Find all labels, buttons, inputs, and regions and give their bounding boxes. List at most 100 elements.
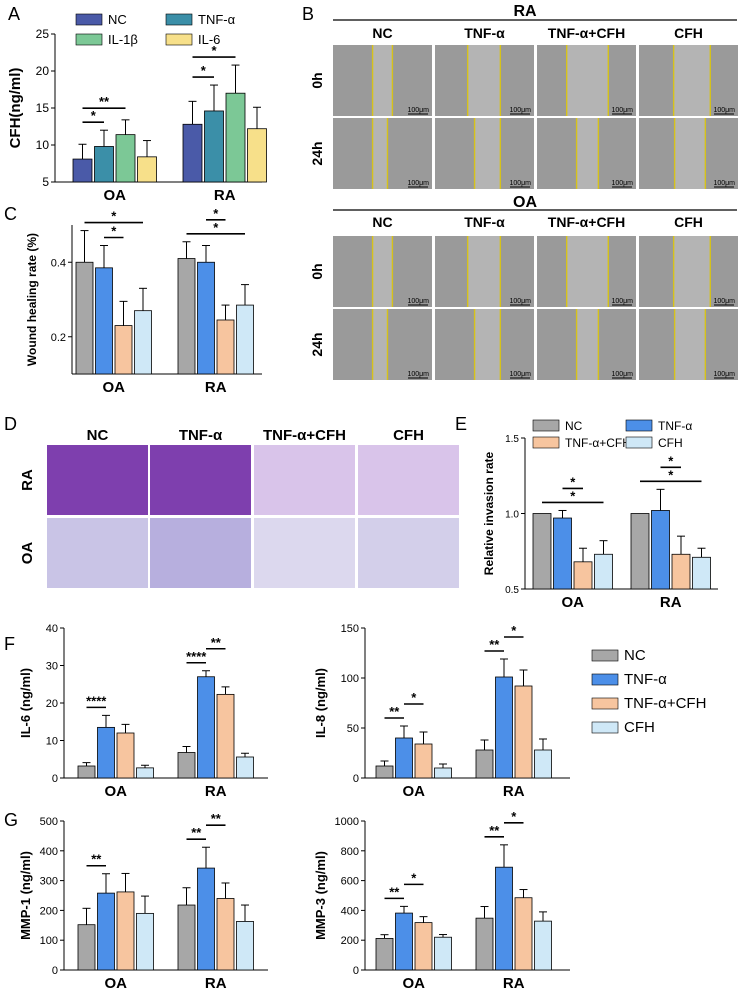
y-axis-label: Wound healing rate (%) [25, 233, 39, 366]
bar-oa-2 [414, 743, 433, 779]
bar-ra-2 [216, 319, 235, 375]
y-tick-label: 0 [353, 965, 359, 977]
wound-gap [576, 118, 599, 189]
bar-ra-1 [651, 510, 670, 590]
bar-ra-2 [671, 553, 691, 590]
wound-gap [372, 236, 393, 307]
bar-oa-1 [395, 737, 413, 779]
panel-letter-b: B [302, 4, 314, 24]
panel-letter-c: C [4, 204, 17, 224]
wound-gap [372, 309, 388, 380]
bar-ra-0 [630, 513, 650, 590]
y-tick-label: 50 [347, 723, 359, 735]
x-category-label: RA [205, 379, 227, 396]
bar-ra-2 [514, 897, 533, 971]
micrograph-tile [47, 518, 148, 588]
bar-oa-2 [116, 732, 135, 779]
bar-oa-0 [532, 513, 552, 590]
column-header: NC [87, 427, 109, 444]
row-label: RA [19, 469, 36, 491]
column-header: TNF-α [464, 25, 505, 41]
legend-swatch [625, 419, 653, 432]
wound-gap [474, 118, 501, 189]
y-tick-label: 25 [36, 27, 50, 41]
bar-oa-3 [434, 767, 452, 779]
column-header: CFH [674, 25, 703, 41]
bar-oa-1 [395, 912, 413, 971]
bar-ra-0 [177, 752, 196, 779]
panel-letter-f: F [4, 634, 15, 654]
bar-oa-2 [115, 134, 136, 183]
x-category-label: OA [403, 975, 426, 991]
wound-gap [372, 118, 388, 189]
significance-label: * [570, 474, 576, 489]
bar-ra-0 [182, 123, 203, 183]
x-category-label: OA [403, 783, 426, 800]
y-tick-label: 1000 [335, 816, 359, 828]
micrograph-tile [358, 445, 459, 515]
column-header: NC [372, 214, 392, 230]
bar-oa-2 [114, 325, 133, 375]
bar-ra-0 [475, 749, 494, 779]
y-axis-label: IL-6 (ng/ml) [18, 668, 33, 738]
bar-oa-3 [594, 553, 613, 590]
micrograph-tile [150, 445, 251, 515]
bar-ra-1 [197, 676, 215, 779]
y-axis-label: MMP-3 (ng/ml) [313, 851, 328, 940]
significance-label: ** [389, 884, 400, 899]
bar-ra-2 [225, 92, 246, 183]
section-title: OA [513, 194, 537, 211]
legend-label: NC [624, 647, 646, 664]
legend-label: TNF-α [658, 419, 692, 433]
row-label: 24h [309, 141, 325, 165]
legend-swatch [591, 673, 619, 686]
significance-label: * [668, 467, 674, 482]
y-tick-label: 600 [341, 876, 359, 888]
x-category-label: RA [503, 975, 525, 991]
chart-g-mmp1: 0 100 200 300 400 500 MMP-1 (ng/ml) OA RA ** ** ** [18, 811, 268, 991]
bar-oa-1 [94, 146, 114, 183]
bar-oa-0 [77, 765, 96, 779]
bar-ra-1 [495, 676, 513, 779]
significance-label: * [201, 63, 207, 78]
bar-ra-0 [177, 258, 196, 375]
legend-label: IL-6 [198, 32, 220, 47]
scale-bar-label: 100μm [611, 180, 633, 187]
significance-label: * [511, 623, 517, 638]
scale-bar-label: 100μm [713, 107, 735, 114]
wound-gap [576, 309, 599, 380]
significance-label: * [111, 209, 117, 224]
x-category-label: OA [105, 975, 128, 991]
bar-ra-1 [495, 866, 513, 971]
y-tick-label: 400 [40, 846, 58, 858]
wound-gap [673, 236, 711, 307]
significance-label: * [411, 870, 417, 885]
bar-ra-2 [216, 693, 235, 779]
legend-label: NC [108, 12, 127, 27]
panel-letter-d: D [4, 414, 17, 434]
micrograph-tile [150, 518, 251, 588]
significance-label: * [511, 809, 517, 824]
significance-label: * [668, 453, 674, 468]
scale-bar-label: 100μm [611, 107, 633, 114]
legend-swatch [75, 13, 103, 26]
bar-oa-0 [72, 158, 93, 183]
wound-gap [372, 45, 393, 116]
scale-bar-label: 100μm [509, 107, 531, 114]
y-axis-label: Relative invasion rate [482, 451, 496, 575]
bar-ra-1 [197, 867, 215, 971]
bar-oa-3 [136, 767, 154, 779]
significance-label: * [411, 690, 417, 705]
scale-bar-label: 100μm [509, 371, 531, 378]
legend-label: IL-1β [108, 32, 138, 47]
legend-label: TNF-α [624, 671, 667, 688]
y-tick-label: 1.5 [505, 434, 519, 445]
bar-ra-3 [692, 556, 711, 590]
panel-b-wound-micrographs: RA NC TNF-α TNF-α+CFH CFH 0h 100μm 100μm 100μm 10… [309, 3, 738, 380]
column-header: TNF-α [464, 214, 505, 230]
